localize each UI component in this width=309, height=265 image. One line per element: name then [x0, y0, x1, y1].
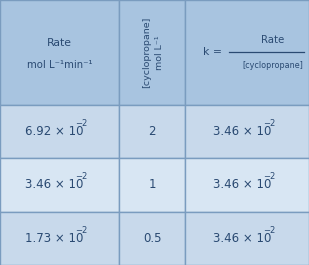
- Bar: [119, 212, 185, 265]
- Text: 3.46 × 10: 3.46 × 10: [213, 125, 271, 138]
- Bar: [0, 158, 119, 212]
- Text: [cyclopropane]: [cyclopropane]: [242, 61, 303, 70]
- Text: −2: −2: [263, 226, 275, 235]
- Text: 1: 1: [148, 178, 156, 192]
- Text: Rate: Rate: [261, 35, 284, 45]
- Text: 3.46 × 10: 3.46 × 10: [213, 232, 271, 245]
- Text: −2: −2: [263, 173, 275, 182]
- Text: 1.73 × 10: 1.73 × 10: [25, 232, 84, 245]
- Bar: [185, 212, 309, 265]
- Text: −2: −2: [263, 119, 275, 128]
- Bar: [0, 105, 119, 158]
- Text: mol L⁻¹min⁻¹: mol L⁻¹min⁻¹: [27, 60, 92, 70]
- Bar: [119, 158, 185, 212]
- Text: 0.5: 0.5: [143, 232, 161, 245]
- Text: 3.46 × 10: 3.46 × 10: [25, 178, 84, 192]
- Bar: [185, 0, 309, 105]
- Bar: [119, 0, 185, 105]
- Text: Rate: Rate: [47, 38, 72, 48]
- Bar: [0, 0, 119, 105]
- Text: k =: k =: [203, 47, 222, 57]
- Text: −2: −2: [75, 226, 88, 235]
- Bar: [0, 212, 119, 265]
- Text: 2: 2: [148, 125, 156, 138]
- Bar: [119, 105, 185, 158]
- Text: 6.92 × 10: 6.92 × 10: [25, 125, 84, 138]
- Text: −2: −2: [75, 119, 88, 128]
- Bar: [185, 158, 309, 212]
- Bar: [185, 105, 309, 158]
- Text: 3.46 × 10: 3.46 × 10: [213, 178, 271, 192]
- Text: −2: −2: [75, 173, 88, 182]
- Text: [cyclopropane]
mol L⁻¹: [cyclopropane] mol L⁻¹: [142, 17, 164, 88]
